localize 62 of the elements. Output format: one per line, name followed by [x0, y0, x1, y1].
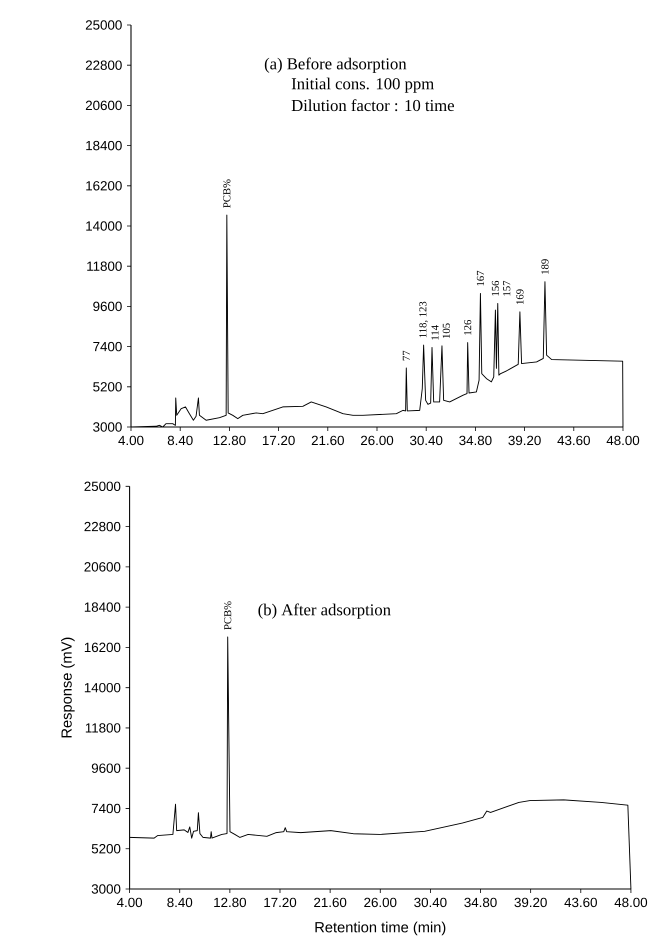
text: (b) After adsorption: [258, 604, 391, 619]
x-tick-label: 30.40: [414, 898, 447, 908]
x-tick-label: 21.60: [312, 436, 344, 446]
x-tick-label: 43.60: [557, 436, 590, 446]
y-tick-label: 7400: [93, 342, 122, 352]
y-tick-label: 25000: [84, 482, 120, 492]
y-tick-label: 18400: [84, 602, 120, 612]
x-tick-label: 39.20: [508, 436, 541, 446]
x-tick-label: 30.40: [410, 436, 442, 446]
annotation: 157: [503, 280, 510, 296]
x-tick-label: 4.00: [116, 898, 142, 908]
y-tick-label: 20600: [84, 562, 120, 572]
y-axis-title: Response (mV): [60, 638, 75, 738]
annotation: 105: [442, 323, 450, 338]
x-tick-label: 12.80: [214, 898, 246, 908]
annotation: 167: [476, 270, 484, 286]
x-axis-title: Retention time (min): [315, 922, 446, 936]
y-tick-label: 18400: [86, 140, 122, 150]
annotation: Dilution factor : 10 time: [292, 99, 454, 112]
y-tick-label: 5200: [93, 382, 122, 392]
y-tick-label: 22800: [84, 522, 120, 532]
text: (a) Before adsorption: [264, 58, 406, 73]
annotation: PCB%: [223, 179, 230, 208]
x-tick-label: 26.00: [364, 898, 396, 908]
y-tick-label: 9600: [93, 302, 122, 312]
x-tick-label: 12.80: [214, 436, 246, 446]
y-tick-label: 11800: [86, 723, 120, 733]
x-tick-label: 34.80: [464, 898, 497, 908]
annotation: 118, 123: [419, 302, 428, 338]
annotation: 169: [516, 289, 524, 304]
x-tick-label: 17.20: [262, 436, 295, 446]
y-tick-label: 14000: [86, 221, 122, 231]
y-tick-label: 22800: [86, 60, 122, 70]
y-tick-label: 16200: [84, 642, 120, 652]
y-tick-label: 7400: [92, 804, 120, 814]
x-tick-label: 26.00: [360, 436, 394, 446]
y-tick-label: 3000: [92, 884, 120, 894]
annotation: 189: [541, 259, 549, 274]
x-tick-label: 8.40: [167, 898, 192, 908]
annotation: PCB%: [224, 601, 232, 630]
x-tick-label: 39.20: [514, 898, 547, 908]
x-tick-label: 21.60: [314, 898, 346, 908]
y-tick-label: 9600: [92, 763, 120, 773]
y-tick-label: 11800: [87, 261, 122, 271]
x-tick-label: 17.20: [264, 898, 296, 908]
x-tick-label: 4.00: [118, 436, 144, 446]
y-tick-label: 25000: [86, 20, 122, 30]
x-tick-label: 43.60: [564, 898, 597, 908]
annotation: 77: [402, 350, 410, 360]
y-tick-label: 5200: [92, 844, 120, 854]
y-tick-label: 20600: [86, 100, 122, 110]
x-tick-label: 48.00: [614, 898, 648, 908]
annotation: Initial cons. 100 ppm: [292, 78, 434, 93]
y-tick-label: 3000: [93, 422, 122, 432]
x-tick-label: 34.80: [459, 436, 492, 446]
x-tick-label: 48.00: [606, 436, 640, 446]
x-tick-label: 8.40: [168, 436, 193, 446]
annotation: 156: [492, 280, 499, 296]
annotation: 114: [431, 325, 438, 340]
annotation: 126: [464, 320, 472, 335]
y-tick-label: 14000: [84, 682, 120, 692]
y-tick-label: 16200: [86, 181, 122, 191]
